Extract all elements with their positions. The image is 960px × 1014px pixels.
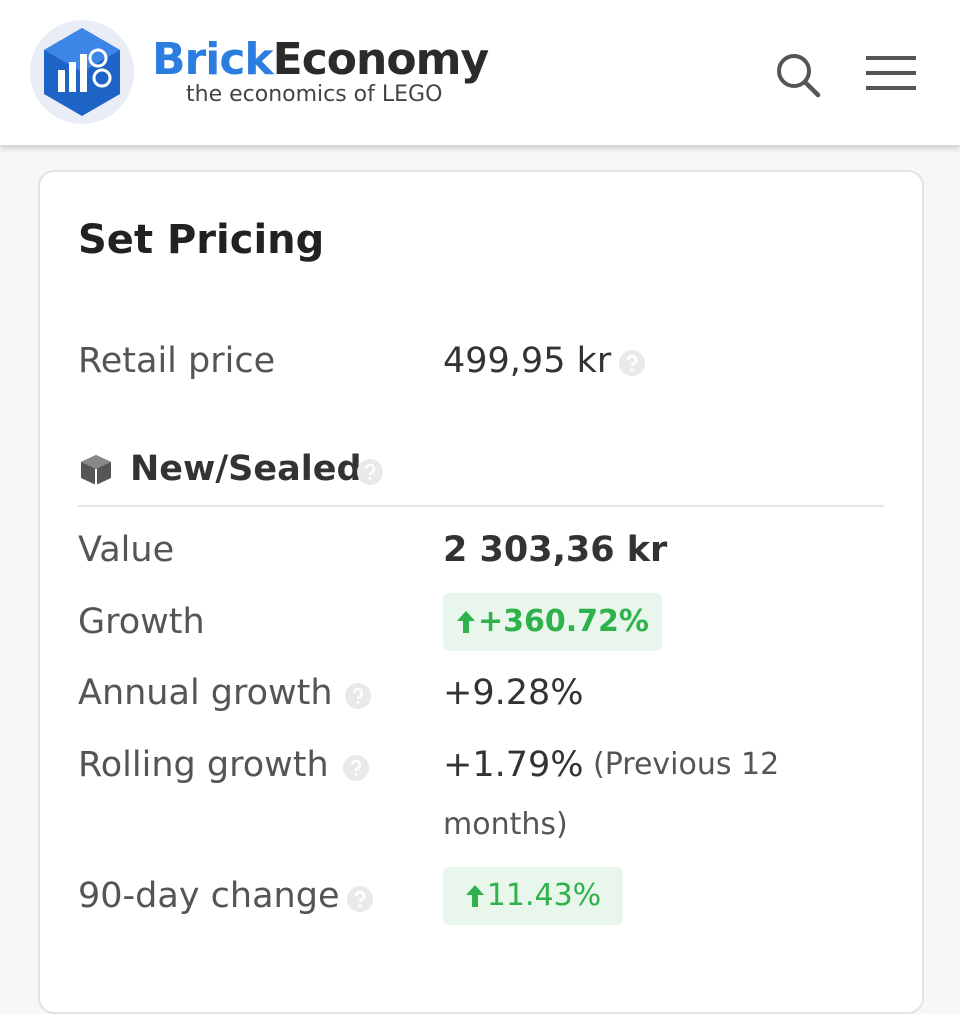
app-header: BrickEconomy the economics of LEGO xyxy=(0,0,960,145)
help-icon[interactable] xyxy=(618,349,646,377)
note: (Previous 12 months) xyxy=(443,747,780,842)
pricing-card: Set Pricing Retail price 499,95 kr New/S… xyxy=(38,170,924,1014)
brand-first: Brick xyxy=(152,34,274,85)
label: Rolling growth xyxy=(78,745,329,785)
value: 2 303,36 kr xyxy=(443,530,668,570)
divider xyxy=(78,505,884,507)
value: 499,95 kr xyxy=(443,341,612,381)
label: 90-day change xyxy=(78,876,340,916)
section-title: New/Sealed xyxy=(130,449,362,489)
help-icon[interactable] xyxy=(346,885,374,913)
help-icon[interactable] xyxy=(342,754,370,782)
value: +1.79% xyxy=(443,745,584,785)
label: Value xyxy=(78,530,175,570)
up-arrow xyxy=(465,884,485,908)
label: Annual growth xyxy=(78,673,333,713)
value: 11.43% xyxy=(486,878,602,913)
logo[interactable] xyxy=(28,18,136,126)
brand: BrickEconomy xyxy=(152,34,489,85)
brand-second: Economy xyxy=(272,34,489,85)
tagline: the economics of LEGO xyxy=(186,82,443,107)
help-icon[interactable] xyxy=(356,458,384,486)
box-icon xyxy=(81,455,111,485)
menu-button[interactable] xyxy=(864,54,918,94)
label: Growth xyxy=(78,602,205,642)
value: +9.28% xyxy=(443,673,584,713)
growth-badge: +360.72% xyxy=(443,593,662,651)
help-icon[interactable] xyxy=(344,682,372,710)
up-arrow xyxy=(456,610,476,634)
value: +360.72% xyxy=(478,604,649,639)
search-button[interactable] xyxy=(772,50,824,98)
label: Retail price xyxy=(78,341,276,381)
change-badge: 11.43% xyxy=(443,867,623,925)
card-title: Set Pricing xyxy=(78,217,325,263)
